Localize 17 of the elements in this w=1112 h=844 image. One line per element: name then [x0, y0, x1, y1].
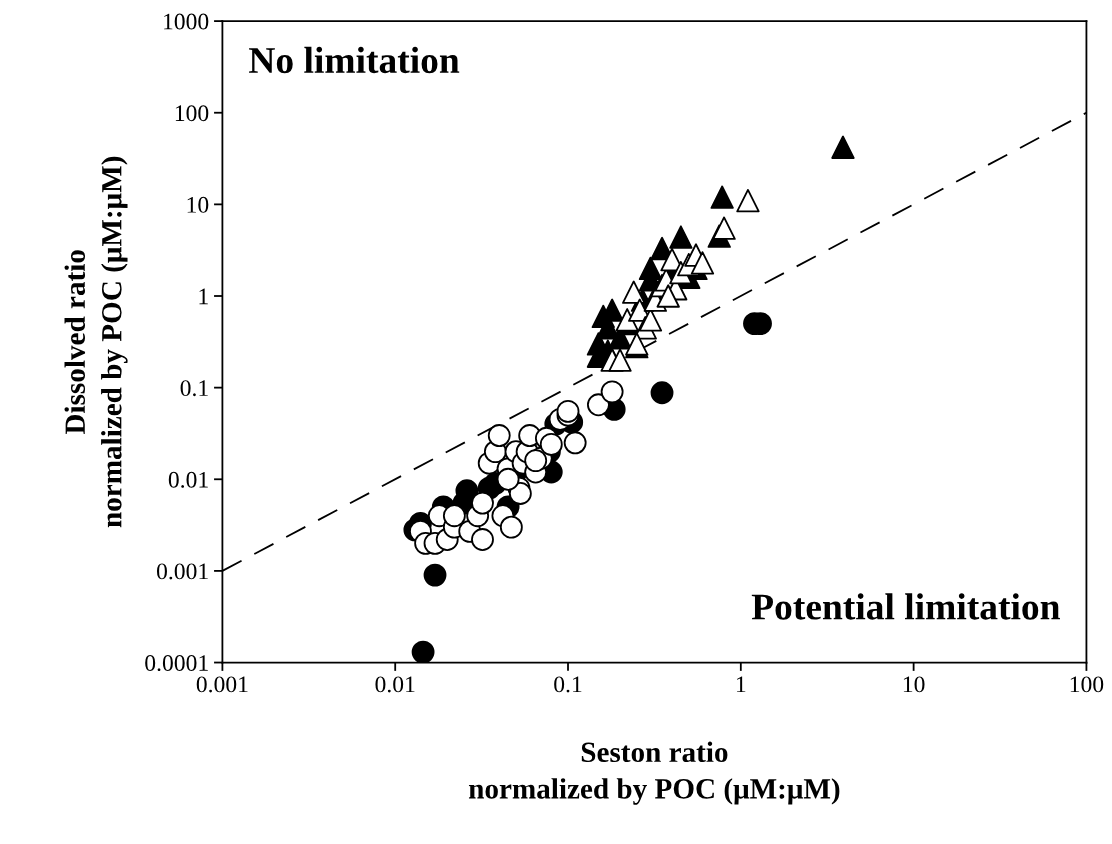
x-tick-label: 0.1 [554, 676, 582, 693]
y-tick-label: 1000 [164, 13, 209, 30]
y-tick-label: 10 [187, 196, 209, 213]
annotation: No limitation [249, 46, 460, 74]
x-tick-label: 1 [736, 676, 746, 693]
y-tick-label: 0.01 [168, 471, 208, 488]
y-tick-label: 0.1 [180, 380, 208, 397]
y-tick-label: 1 [199, 288, 208, 305]
y-tick-label: 0.001 [156, 563, 208, 580]
y-tick-label: 0.0001 [145, 655, 208, 672]
x-tick-label: 100 [1070, 676, 1104, 693]
x-axis-title: Seston ratio normalized by POC (μM:μM) [468, 741, 840, 805]
x-tick-label: 10 [903, 676, 925, 693]
x-tick-label: 0.01 [375, 676, 415, 693]
annotation: Potential limitation [751, 593, 1060, 620]
y-tick-label: 100 [175, 105, 209, 122]
y-axis-title: Dissolved ratio normalized by POC (μM:μM) [64, 156, 128, 528]
